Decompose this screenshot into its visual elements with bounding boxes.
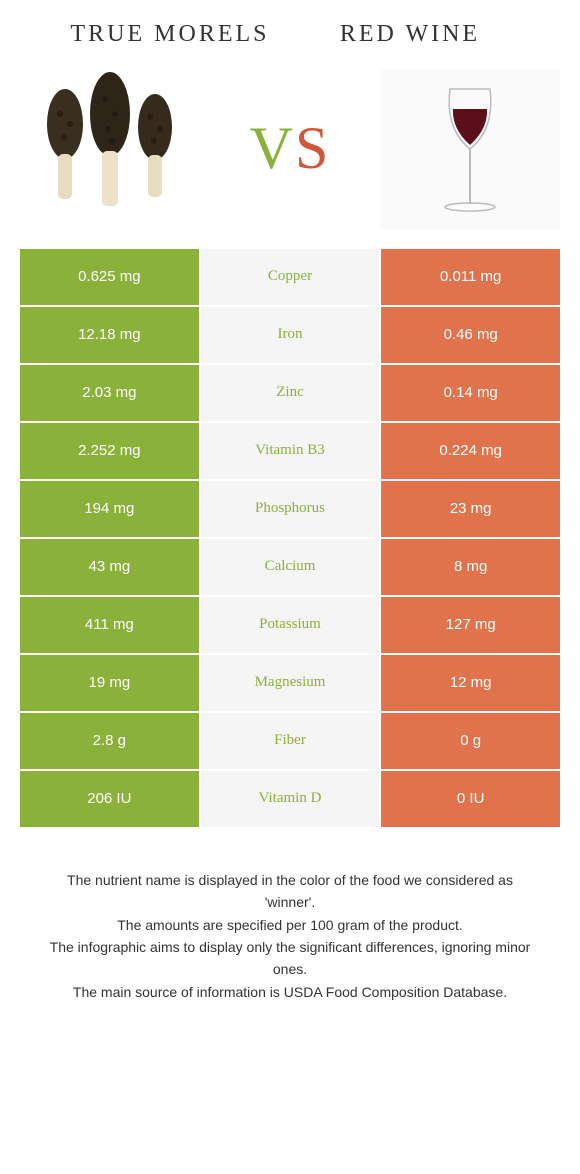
left-value: 2.03 mg (20, 365, 201, 423)
nutrient-row: 411 mgPotassium127 mg (20, 597, 560, 655)
nutrient-name: Calcium (201, 539, 382, 597)
left-value: 43 mg (20, 539, 201, 597)
morels-icon (20, 69, 200, 229)
morels-image (20, 69, 200, 229)
nutrient-name: Zinc (201, 365, 382, 423)
left-value: 206 IU (20, 771, 201, 829)
header-right: Red Wine (290, 20, 530, 49)
nutrient-name: Copper (201, 249, 382, 307)
footnotes: The nutrient name is displayed in the co… (40, 869, 540, 1003)
nutrient-row: 2.8 gFiber0 g (20, 713, 560, 771)
nutrient-row: 12.18 mgIron0.46 mg (20, 307, 560, 365)
right-value: 8 mg (381, 539, 560, 597)
left-value: 0.625 mg (20, 249, 201, 307)
vs-label: VS (250, 114, 331, 183)
nutrient-name: Vitamin B3 (201, 423, 382, 481)
wine-image (380, 69, 560, 229)
vs-s: S (295, 115, 330, 181)
footnote-line: The main source of information is USDA F… (40, 981, 540, 1003)
footnote-line: The amounts are specified per 100 gram o… (40, 914, 540, 936)
nutrient-row: 19 mgMagnesium12 mg (20, 655, 560, 713)
nutrient-row: 0.625 mgCopper0.011 mg (20, 249, 560, 307)
right-value: 0.011 mg (381, 249, 560, 307)
nutrient-row: 43 mgCalcium8 mg (20, 539, 560, 597)
footnote-line: The infographic aims to display only the… (40, 936, 540, 981)
right-value: 0.14 mg (381, 365, 560, 423)
images-row: VS (0, 59, 580, 249)
nutrient-row: 194 mgPhosphorus23 mg (20, 481, 560, 539)
nutrient-name: Phosphorus (201, 481, 382, 539)
right-value: 0.224 mg (381, 423, 560, 481)
right-value: 0.46 mg (381, 307, 560, 365)
left-value: 2.8 g (20, 713, 201, 771)
left-value: 194 mg (20, 481, 201, 539)
nutrient-name: Fiber (201, 713, 382, 771)
vs-v: V (250, 115, 295, 181)
nutrient-row: 2.03 mgZinc0.14 mg (20, 365, 560, 423)
right-value: 12 mg (381, 655, 560, 713)
nutrient-table: 0.625 mgCopper0.011 mg12.18 mgIron0.46 m… (20, 249, 560, 829)
left-value: 12.18 mg (20, 307, 201, 365)
right-value: 0 IU (381, 771, 560, 829)
left-value: 19 mg (20, 655, 201, 713)
nutrient-name: Magnesium (201, 655, 382, 713)
nutrient-row: 206 IUVitamin D0 IU (20, 771, 560, 829)
nutrient-name: Potassium (201, 597, 382, 655)
right-value: 127 mg (381, 597, 560, 655)
wine-glass-icon (380, 69, 560, 229)
right-value: 23 mg (381, 481, 560, 539)
header: True morels Red Wine (0, 0, 580, 59)
left-value: 411 mg (20, 597, 201, 655)
left-value: 2.252 mg (20, 423, 201, 481)
header-left: True morels (50, 20, 290, 49)
nutrient-row: 2.252 mgVitamin B30.224 mg (20, 423, 560, 481)
nutrient-name: Iron (201, 307, 382, 365)
right-title: Red Wine (290, 20, 530, 49)
left-title: True morels (50, 20, 290, 49)
footnote-line: The nutrient name is displayed in the co… (40, 869, 540, 914)
nutrient-name: Vitamin D (201, 771, 382, 829)
right-value: 0 g (381, 713, 560, 771)
